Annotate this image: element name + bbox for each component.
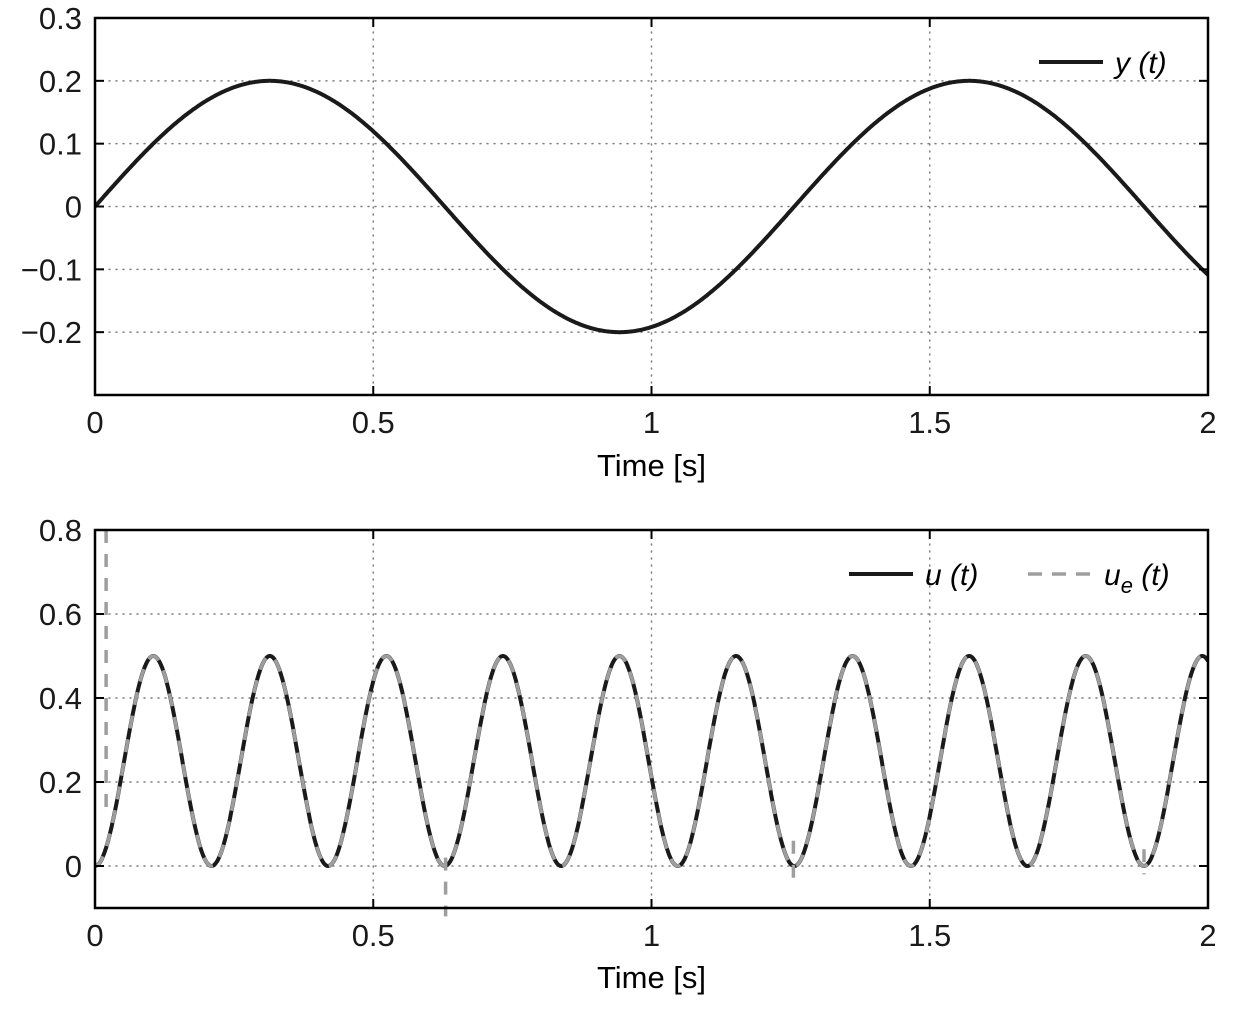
svg-text:0: 0 <box>86 918 103 953</box>
x-tick-labels: 0 0.5 1 1.5 2 <box>86 918 1216 953</box>
svg-text:0.8: 0.8 <box>39 513 82 548</box>
series-y(t) <box>95 78 1208 335</box>
svg-text:0.5: 0.5 <box>352 918 395 953</box>
y-tick-labels: 0 0.2 0.4 0.6 0.8 <box>39 513 82 884</box>
svg-text:−0.2: −0.2 <box>21 315 82 350</box>
legend-item-u_e(t): ue (t) <box>1028 559 1170 598</box>
svg-text:0: 0 <box>86 405 103 440</box>
svg-text:1: 1 <box>643 405 660 440</box>
chart-u-of-t: 0 0.5 1 1.5 2 0 0.2 0.4 0.6 0.8 u (t) ue (t) Time [… <box>0 500 1233 1026</box>
legend-label: y (t) <box>1113 47 1167 80</box>
svg-text:0.3: 0.3 <box>39 1 82 36</box>
y-plot-canvas: 0 0.5 1 1.5 2 −0.2 −0.1 0 0.1 0.2 0.3 y (t) <box>21 1 1217 440</box>
svg-text:1.5: 1.5 <box>908 405 951 440</box>
legend-item-y(t): y (t) <box>1039 47 1167 80</box>
y-tick-labels: −0.2 −0.1 0 0.1 0.2 0.3 <box>21 1 82 350</box>
svg-text:2: 2 <box>1199 918 1216 953</box>
legend-label: u (t) <box>925 559 978 592</box>
svg-text:−0.1: −0.1 <box>21 252 82 287</box>
svg-text:1.5: 1.5 <box>908 918 951 953</box>
legend-label: ue (t) <box>1104 559 1170 598</box>
svg-text:0.2: 0.2 <box>39 64 82 99</box>
svg-text:0.6: 0.6 <box>39 597 82 632</box>
svg-text:0: 0 <box>65 190 82 225</box>
svg-text:0.4: 0.4 <box>39 681 82 716</box>
series-u_e(t) <box>95 530 1208 917</box>
svg-text:0: 0 <box>65 849 82 884</box>
tick-marks <box>94 529 1209 908</box>
x-tick-labels: 0 0.5 1 1.5 2 <box>86 405 1216 440</box>
svg-text:0.1: 0.1 <box>39 127 82 162</box>
grid-lines <box>94 17 1209 396</box>
svg-text:0.5: 0.5 <box>352 405 395 440</box>
x-axis-label: Time [s] <box>596 960 707 995</box>
svg-text:2: 2 <box>1199 405 1216 440</box>
svg-text:0.2: 0.2 <box>39 765 82 800</box>
tick-marks <box>94 17 1209 395</box>
chart-y-of-t: 0 0.5 1 1.5 2 −0.2 −0.1 0 0.1 0.2 0.3 y (t) Time [s… <box>0 0 1233 500</box>
grid-lines <box>94 529 1209 909</box>
x-axis-label: Time [s] <box>596 448 707 483</box>
u-plot-canvas: 0 0.5 1 1.5 2 0 0.2 0.4 0.6 0.8 u (t) ue (t) <box>39 513 1217 953</box>
svg-text:1: 1 <box>643 918 660 953</box>
legend-item-u(t): u (t) <box>849 559 978 592</box>
